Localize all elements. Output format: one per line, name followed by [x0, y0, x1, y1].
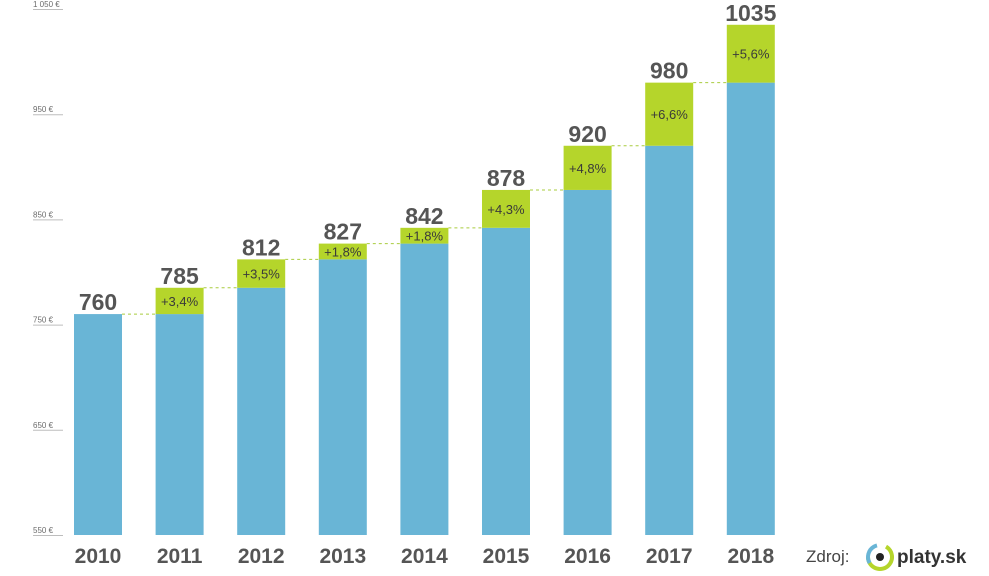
bar-increase	[237, 259, 286, 288]
bar-base	[237, 287, 286, 535]
y-tick-label: 1 050 €	[33, 0, 60, 9]
growth-label: +1,8%	[324, 244, 362, 259]
value-label: 842	[405, 203, 443, 229]
value-label: 760	[79, 289, 117, 315]
bar-base	[318, 259, 367, 535]
growth-label: +6,6%	[651, 107, 689, 122]
y-tick-label: 850 €	[33, 210, 54, 219]
growth-label: +4,8%	[569, 161, 607, 176]
bar-increase	[563, 145, 612, 190]
bar-increase	[482, 189, 530, 228]
x-tick-label: 2010	[75, 545, 122, 568]
bar-base	[645, 145, 694, 535]
x-tick-label: 2016	[564, 545, 611, 568]
source-credit: Zdroj: platy.sk	[806, 541, 967, 574]
value-label: 878	[487, 165, 526, 191]
source-label: Zdroj:	[806, 547, 849, 566]
x-tick-label: 2012	[238, 545, 285, 568]
value-label: 920	[568, 121, 606, 147]
bar-base	[563, 189, 612, 535]
bar-increase	[400, 227, 449, 244]
x-tick-label: 2015	[483, 545, 530, 568]
bar-base	[74, 314, 122, 535]
bar-base	[726, 82, 775, 535]
bar-base	[482, 227, 530, 536]
value-label: 785	[160, 263, 199, 289]
x-tick-label: 2017	[646, 545, 693, 568]
growth-label: +3,4%	[161, 294, 199, 309]
x-tick-label: 2014	[401, 545, 448, 568]
platy-logo-icon[interactable]	[864, 541, 897, 574]
bar-base	[155, 314, 204, 535]
y-tick-label: 750 €	[33, 316, 54, 325]
y-tick-label: 950 €	[33, 105, 54, 114]
y-axis: 550 € 650 € 750 € 850 € 950 € 1 050 €	[33, 0, 63, 536]
bar-increase	[155, 287, 204, 315]
value-label: 1035	[725, 0, 776, 26]
value-label: 827	[324, 219, 362, 245]
growth-label: +1,8%	[406, 229, 444, 244]
value-label: 980	[650, 58, 688, 84]
y-tick-label: 650 €	[33, 421, 54, 430]
y-tick-label: 550 €	[33, 526, 54, 535]
bar-increase	[645, 82, 694, 146]
value-label: 812	[242, 234, 280, 260]
growth-label: +3,5%	[243, 267, 281, 282]
x-tick-label: 2011	[157, 545, 203, 568]
growth-label: +5,6%	[732, 47, 770, 62]
bars	[74, 24, 775, 536]
bar-increase	[318, 243, 367, 260]
growth-label: +4,3%	[487, 202, 525, 217]
x-tick-label: 2013	[319, 545, 366, 568]
bar-increase	[726, 24, 775, 83]
x-tick-label: 2018	[727, 545, 774, 568]
bar-base	[400, 243, 449, 535]
bar-labels: 7602010+3,4%7852011+3,5%8122012+1,8%8272…	[75, 0, 777, 568]
source-brand[interactable]: platy.sk	[897, 547, 967, 568]
